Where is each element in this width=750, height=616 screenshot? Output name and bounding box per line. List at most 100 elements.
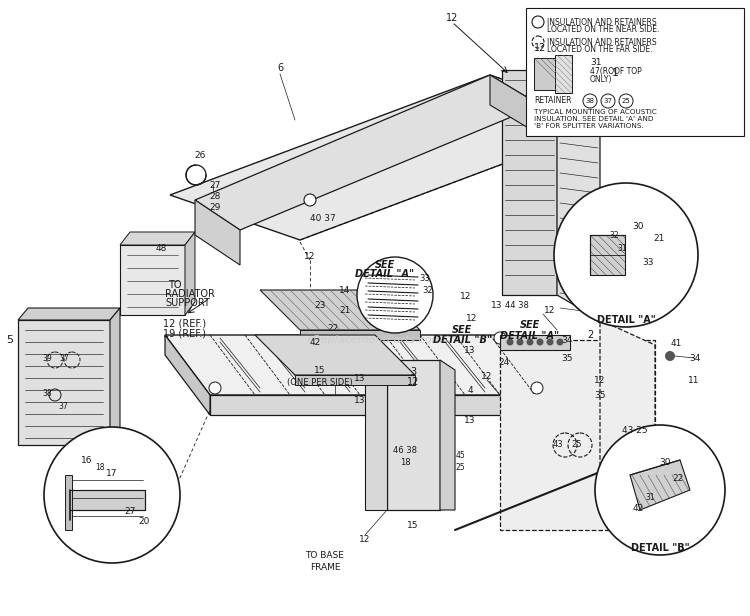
Text: 44 38: 44 38 bbox=[505, 301, 529, 309]
Text: 24: 24 bbox=[499, 357, 510, 367]
Text: 'B' FOR SPLITTER VARIATIONS.: 'B' FOR SPLITTER VARIATIONS. bbox=[534, 123, 644, 129]
Text: 40 37: 40 37 bbox=[310, 214, 336, 222]
Text: 21: 21 bbox=[653, 233, 664, 243]
Polygon shape bbox=[18, 320, 110, 445]
Polygon shape bbox=[165, 335, 210, 415]
Text: 12: 12 bbox=[446, 13, 458, 23]
Polygon shape bbox=[534, 58, 570, 90]
Circle shape bbox=[547, 339, 554, 346]
Text: 13: 13 bbox=[464, 416, 476, 424]
Polygon shape bbox=[195, 200, 240, 265]
Text: 21: 21 bbox=[339, 306, 351, 315]
Text: 12: 12 bbox=[359, 535, 370, 545]
Text: RETAINER: RETAINER bbox=[534, 95, 572, 105]
Text: 35: 35 bbox=[594, 391, 606, 400]
Text: 27: 27 bbox=[209, 180, 220, 190]
Polygon shape bbox=[490, 75, 540, 135]
Text: 19 (REF.): 19 (REF.) bbox=[163, 328, 206, 338]
Text: DETAIL "B": DETAIL "B" bbox=[433, 335, 491, 345]
Text: 30: 30 bbox=[659, 458, 670, 466]
Text: 31: 31 bbox=[617, 243, 627, 253]
Text: DETAIL "B": DETAIL "B" bbox=[631, 543, 689, 553]
Text: 18: 18 bbox=[95, 463, 105, 471]
Text: 12: 12 bbox=[534, 43, 546, 53]
Polygon shape bbox=[600, 320, 655, 530]
Text: 5: 5 bbox=[7, 335, 13, 345]
Polygon shape bbox=[120, 232, 195, 245]
Text: 15: 15 bbox=[314, 365, 326, 375]
Text: 3: 3 bbox=[410, 367, 416, 377]
Text: 28: 28 bbox=[209, 192, 220, 200]
Text: 12: 12 bbox=[544, 306, 556, 315]
Polygon shape bbox=[295, 375, 415, 385]
Text: SEE: SEE bbox=[520, 320, 540, 330]
Text: 15: 15 bbox=[407, 521, 419, 530]
Text: DETAIL "A": DETAIL "A" bbox=[597, 315, 656, 325]
Text: 22: 22 bbox=[328, 323, 339, 333]
Polygon shape bbox=[70, 490, 145, 510]
Polygon shape bbox=[185, 232, 195, 315]
Text: ONLY): ONLY) bbox=[590, 75, 613, 84]
Text: 12: 12 bbox=[482, 371, 493, 381]
Text: RADIATOR: RADIATOR bbox=[165, 289, 215, 299]
Polygon shape bbox=[260, 290, 420, 330]
Text: 31: 31 bbox=[590, 57, 602, 67]
Text: 35: 35 bbox=[561, 354, 573, 362]
Text: INSULATION AND RETAINERS: INSULATION AND RETAINERS bbox=[547, 17, 657, 26]
Text: 29: 29 bbox=[209, 203, 220, 211]
Polygon shape bbox=[502, 70, 557, 295]
Polygon shape bbox=[590, 235, 625, 275]
Circle shape bbox=[665, 351, 675, 361]
Circle shape bbox=[556, 339, 563, 346]
Polygon shape bbox=[210, 395, 545, 415]
Text: 37: 37 bbox=[58, 402, 68, 410]
Polygon shape bbox=[500, 335, 570, 350]
Text: 12: 12 bbox=[594, 376, 606, 384]
Text: 12: 12 bbox=[466, 314, 478, 323]
Circle shape bbox=[517, 339, 524, 346]
Text: 25: 25 bbox=[622, 98, 630, 104]
Text: 33: 33 bbox=[642, 257, 654, 267]
Text: 14: 14 bbox=[339, 285, 351, 294]
Text: SUPPORT: SUPPORT bbox=[165, 298, 210, 308]
Polygon shape bbox=[18, 308, 120, 320]
Polygon shape bbox=[300, 330, 420, 340]
Text: 32: 32 bbox=[609, 230, 619, 240]
Text: 2: 2 bbox=[586, 330, 593, 340]
Circle shape bbox=[304, 194, 316, 206]
Polygon shape bbox=[110, 308, 120, 445]
Text: 6: 6 bbox=[277, 63, 283, 73]
Text: 12: 12 bbox=[304, 251, 316, 261]
Text: 17: 17 bbox=[106, 469, 118, 477]
Text: 43: 43 bbox=[553, 439, 563, 448]
Text: 12 (REF.): 12 (REF.) bbox=[163, 318, 206, 328]
Text: 32: 32 bbox=[423, 285, 433, 294]
Text: 11: 11 bbox=[688, 376, 700, 384]
Text: 13: 13 bbox=[354, 373, 366, 383]
Polygon shape bbox=[170, 75, 620, 240]
Text: 34: 34 bbox=[561, 336, 573, 344]
Text: 23: 23 bbox=[314, 301, 326, 309]
Text: (ONE PER SIDE): (ONE PER SIDE) bbox=[287, 378, 353, 386]
Polygon shape bbox=[165, 335, 545, 395]
Text: 46 38: 46 38 bbox=[393, 445, 417, 455]
Text: 45: 45 bbox=[455, 450, 465, 460]
Circle shape bbox=[506, 339, 514, 346]
Circle shape bbox=[536, 339, 544, 346]
Text: SEE: SEE bbox=[452, 325, 472, 335]
Text: 16: 16 bbox=[81, 455, 93, 464]
Text: 13: 13 bbox=[464, 346, 476, 354]
Polygon shape bbox=[387, 360, 440, 510]
Circle shape bbox=[209, 382, 221, 394]
Text: 38: 38 bbox=[586, 98, 595, 104]
Circle shape bbox=[494, 332, 506, 344]
Text: 34: 34 bbox=[689, 354, 700, 362]
Polygon shape bbox=[440, 360, 455, 510]
Polygon shape bbox=[120, 245, 185, 315]
Text: 43 25: 43 25 bbox=[622, 426, 648, 434]
Text: 31: 31 bbox=[645, 493, 655, 501]
Text: 42: 42 bbox=[310, 338, 321, 346]
Polygon shape bbox=[195, 75, 540, 230]
Polygon shape bbox=[630, 460, 690, 510]
Polygon shape bbox=[255, 335, 415, 375]
